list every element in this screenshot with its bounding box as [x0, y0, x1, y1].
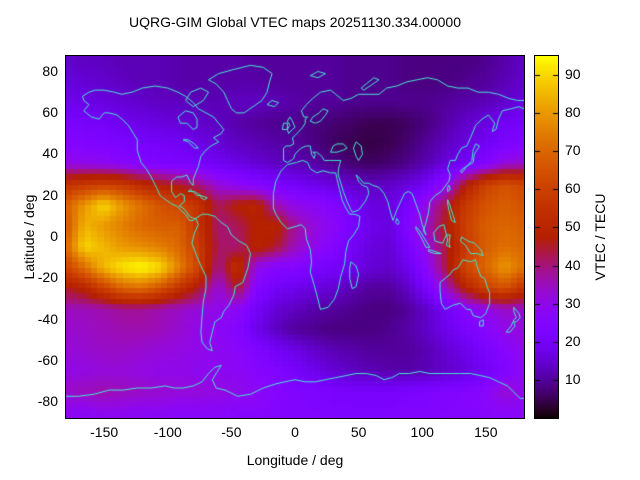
colorbar-tick-label: 30: [565, 294, 581, 311]
y-tick-label: 60: [42, 103, 58, 120]
colorbar-tick-label: 80: [565, 104, 581, 121]
y-tick-label: 20: [42, 186, 58, 203]
colorbar: [534, 55, 559, 419]
map-plot-area: [65, 55, 525, 419]
y-tick-label: -60: [37, 352, 58, 369]
colorbar-tick-label: 20: [565, 332, 581, 349]
vtec-heatmap-canvas: [66, 56, 524, 418]
colorbar-tick-label: 10: [565, 370, 581, 387]
y-tick-label: -20: [37, 269, 58, 286]
x-axis-label: Longitude / deg: [246, 452, 344, 468]
colorbar-tick-label: 40: [565, 256, 581, 273]
colorbar-tick-label: 60: [565, 180, 581, 197]
colorbar-tick-label: 90: [565, 66, 581, 83]
x-tick-label: -50: [221, 424, 242, 440]
x-tick-label: 0: [291, 424, 299, 440]
chart-title: UQRG-GIM Global VTEC maps 20251130.334.0…: [128, 14, 462, 30]
x-tick-label: 100: [410, 424, 434, 440]
colorbar-gradient-canvas: [535, 56, 558, 418]
x-tick-label: -100: [153, 424, 182, 440]
colorbar-tick-label: 70: [565, 142, 581, 159]
x-tick-label: -150: [90, 424, 119, 440]
y-tick-label: 80: [42, 62, 58, 79]
y-tick-label: 40: [42, 145, 58, 162]
x-tick-label: 50: [350, 424, 367, 440]
y-tick-label: -40: [37, 310, 58, 327]
y-tick-label: -80: [37, 393, 58, 410]
x-tick-label: 150: [474, 424, 498, 440]
y-tick-label: 0: [50, 228, 58, 244]
colorbar-tick-label: 50: [565, 218, 581, 235]
